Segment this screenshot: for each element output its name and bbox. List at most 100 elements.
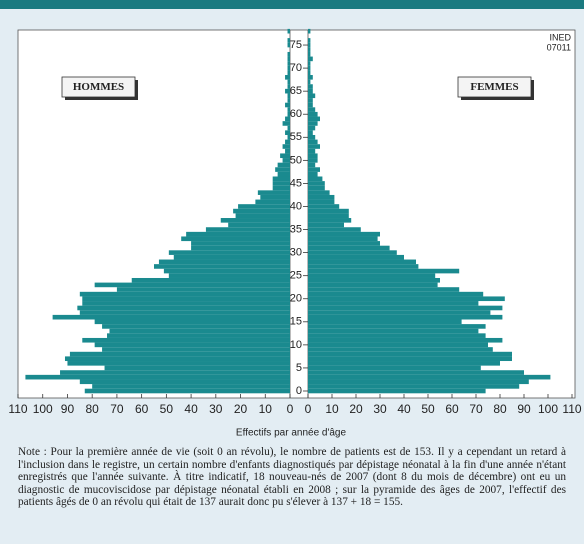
bar [94, 319, 291, 325]
x-tick-label: 30 [373, 402, 387, 416]
bar [308, 319, 462, 325]
bar [308, 250, 397, 255]
bar [82, 301, 290, 306]
y-tick-label: 60 [290, 108, 302, 120]
bar [308, 328, 479, 334]
bar [109, 328, 290, 334]
y-tick-label: 0 [296, 385, 302, 397]
x-tick-label: 80 [493, 402, 507, 416]
bar [308, 190, 330, 195]
x-tick-label: 20 [349, 402, 363, 416]
legend-label: HOMMES [73, 81, 124, 93]
bar [228, 222, 290, 228]
legend-label: FEMMES [470, 81, 518, 93]
bar [308, 28, 311, 34]
bar [308, 337, 503, 343]
x-tick-label: 100 [538, 402, 558, 416]
bar [287, 125, 290, 131]
bar [308, 75, 313, 80]
bar [158, 259, 290, 265]
x-tick-label: 40 [397, 402, 411, 416]
bar [79, 310, 291, 315]
bar [308, 208, 349, 214]
bar [308, 222, 344, 228]
bar [308, 227, 361, 232]
bar [308, 194, 335, 200]
bar [285, 102, 290, 108]
y-tick-label: 10 [290, 339, 302, 351]
bar [308, 162, 316, 168]
bar [60, 370, 290, 375]
bar [308, 125, 316, 131]
x-tick-label: 60 [445, 402, 459, 416]
bar [84, 388, 290, 394]
bar [308, 42, 311, 48]
bar [308, 181, 325, 186]
bar [287, 93, 290, 99]
bar [260, 194, 290, 200]
bar [308, 296, 505, 302]
bar [287, 84, 290, 89]
bar [287, 61, 290, 66]
source: INED [549, 32, 571, 42]
x-tick-label: 0 [287, 402, 294, 416]
bar [272, 176, 290, 182]
y-tick-label: 15 [290, 316, 302, 328]
note: Note : Pour la première année de vie (so… [18, 446, 566, 509]
bar [287, 111, 290, 117]
bar [287, 56, 290, 62]
bar [308, 139, 318, 145]
x-tick-label: 70 [469, 402, 483, 416]
x-tick-label: 0 [305, 402, 312, 416]
bar [255, 199, 290, 205]
bar [308, 84, 313, 89]
x-tick-label: 100 [33, 402, 53, 416]
bar [308, 47, 311, 52]
bar [308, 61, 311, 66]
bar [308, 121, 318, 126]
bar [308, 264, 419, 269]
chart: INED 07011 Effectifs par année d'âge 0 5 1… [0, 0, 584, 439]
bar [282, 144, 290, 149]
bar [181, 236, 290, 242]
bar [308, 176, 323, 182]
x-tick-label: 60 [135, 402, 149, 416]
x-tick-label: 20 [234, 402, 248, 416]
y-tick-label: 5 [296, 362, 302, 374]
bar [191, 241, 290, 246]
bar [308, 301, 479, 306]
bar [308, 282, 438, 288]
bar [131, 277, 290, 283]
bar [282, 121, 290, 126]
bar [308, 218, 352, 223]
bar [308, 273, 436, 278]
bar [308, 185, 325, 191]
bar [308, 153, 318, 159]
y-tick-label: 75 [290, 39, 302, 51]
bar [94, 282, 291, 288]
bar [77, 305, 290, 311]
bar [308, 88, 313, 94]
y-tick-label: 30 [290, 247, 302, 259]
bar [308, 388, 486, 394]
bar [277, 162, 290, 168]
bar [308, 213, 349, 219]
bar [168, 273, 290, 278]
x-tick-label: 80 [86, 402, 100, 416]
bar [308, 70, 311, 76]
bar [107, 333, 290, 338]
bar [102, 347, 290, 352]
bar [186, 231, 290, 237]
bar [308, 241, 380, 246]
bar [220, 218, 290, 223]
bar [287, 28, 290, 34]
bar [238, 204, 290, 209]
bar [287, 79, 290, 85]
y-tick-label: 20 [290, 293, 302, 305]
bar [308, 254, 404, 260]
x-tick-label: 10 [325, 402, 339, 416]
bar [308, 171, 318, 177]
bar [308, 38, 311, 43]
bar [287, 38, 290, 43]
